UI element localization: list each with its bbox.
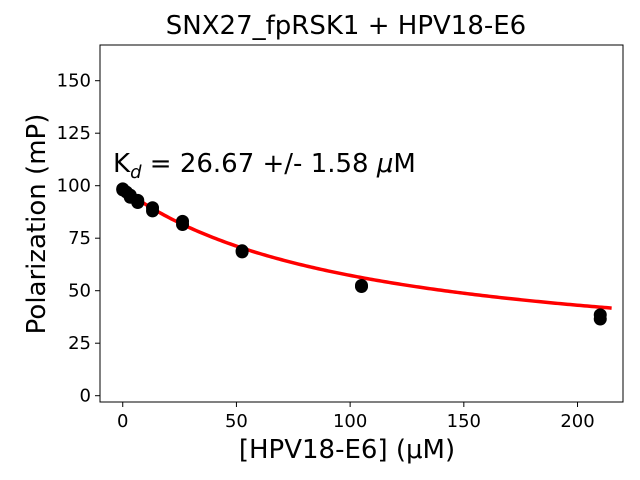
y-tick-label: 25: [68, 333, 91, 354]
kd-mu: μ: [376, 149, 394, 179]
y-axis-label: Polarization (mP): [22, 114, 52, 335]
data-points-layer: [116, 182, 607, 326]
y-tick-label: 50: [68, 281, 91, 302]
kd-annotation: Kd = 26.67 +/- 1.58 μM: [113, 149, 416, 183]
y-tick-label: 125: [57, 123, 91, 144]
x-tick-label: 0: [117, 411, 128, 432]
y-tick-label: 100: [57, 176, 91, 197]
chart-title: SNX27_fpRSK1 + HPV18-E6: [166, 11, 526, 41]
kd-subscript: d: [130, 162, 142, 183]
kd-k: K: [113, 149, 131, 179]
y-tick-label: 75: [68, 228, 91, 249]
data-point: [131, 196, 145, 209]
data-point: [593, 312, 607, 326]
plot-area: [99, 44, 624, 403]
x-tick-label: 100: [333, 411, 367, 432]
x-tick-label: 50: [225, 411, 248, 432]
data-point: [146, 204, 160, 218]
kd-value: = 26.67 +/- 1.58: [142, 149, 377, 179]
y-axis-ticks: 0 25 50 75 100 125 150: [57, 71, 100, 407]
x-axis-ticks: 0 50 100 150 200: [117, 402, 595, 432]
fit-curve-layer: [121, 187, 612, 310]
data-point: [235, 245, 249, 259]
y-tick-label: 0: [80, 386, 91, 407]
x-tick-label: 200: [560, 411, 594, 432]
x-tick-label: 150: [447, 411, 481, 432]
plot-frame: [99, 44, 624, 403]
y-tick-label: 150: [57, 71, 91, 92]
data-point: [176, 218, 190, 232]
data-point: [355, 280, 368, 293]
kd-unit: M: [393, 149, 415, 179]
fit-curve: [121, 187, 612, 310]
x-axis-label: [HPV18-E6] (μM): [239, 435, 455, 465]
